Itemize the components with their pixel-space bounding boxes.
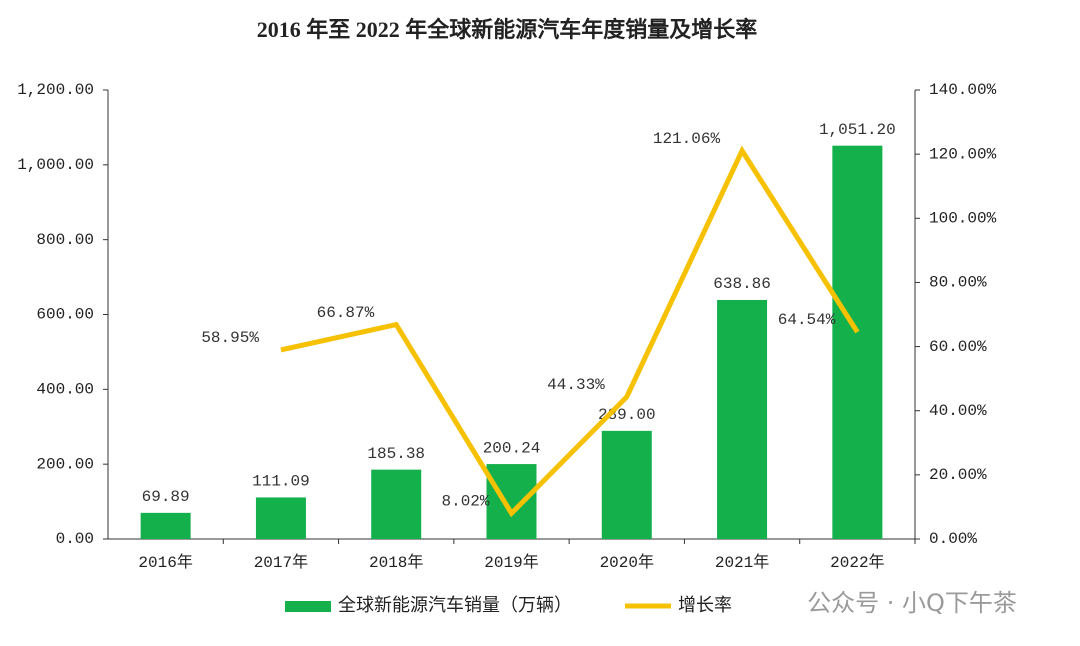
watermark: 公众号 · 小Q下午茶: [807, 589, 1017, 617]
legend-swatch: [285, 601, 331, 612]
line-value-label: 121.06%: [653, 130, 721, 148]
y2-tick-label: 0.00%: [929, 530, 977, 548]
x-tick-label: 2017年: [254, 553, 308, 572]
bar: [601, 430, 652, 539]
y2-tick-label: 100.00%: [929, 210, 997, 228]
bar-value-label: 200.24: [483, 439, 541, 457]
y-tick-label: 0.00: [56, 530, 94, 548]
bar-value-label: 638.86: [713, 275, 771, 293]
bar-value-label: 69.89: [142, 488, 190, 506]
line-value-label: 8.02%: [441, 492, 489, 510]
bar: [255, 497, 306, 539]
bar: [371, 469, 422, 539]
y2-tick-label: 60.00%: [929, 338, 987, 356]
y-tick-label: 1,000.00: [17, 156, 94, 174]
y-tick-label: 200.00: [36, 455, 94, 473]
bar-value-label: 1,051.20: [819, 121, 896, 139]
bar: [486, 464, 537, 539]
line-value-label: 44.33%: [547, 376, 605, 394]
legend-label: 增长率: [678, 595, 732, 615]
y2-tick-label: 40.00%: [929, 402, 987, 420]
growth-line: [280, 145, 860, 518]
chart-title: 2016 年至 2022 年全球新能源汽车年度销量及增长率: [257, 17, 758, 42]
y2-tick-label: 20.00%: [929, 466, 987, 484]
y-tick-label: 600.00: [36, 306, 94, 324]
x-tick-label: 2016年: [138, 553, 192, 572]
bar: [140, 512, 191, 539]
y2-tick-label: 120.00%: [929, 145, 997, 163]
x-tick-label: 2020年: [600, 553, 654, 572]
x-tick-label: 2019年: [484, 553, 538, 572]
line-value-label: 66.87%: [317, 304, 375, 322]
y2-tick-label: 140.00%: [929, 81, 997, 99]
line-value-label: 58.95%: [201, 329, 259, 347]
y-tick-label: 400.00: [36, 381, 94, 399]
legend-label: 全球新能源汽车销量（万辆）: [338, 595, 572, 615]
bar: [717, 299, 768, 539]
x-tick-label: 2021年: [715, 553, 769, 572]
x-tick-label: 2018年: [369, 553, 423, 572]
bar-value-label: 111.09: [252, 473, 310, 491]
x-tick-label: 2022年: [830, 553, 884, 572]
bar: [832, 145, 883, 539]
line-value-label: 64.54%: [778, 311, 836, 329]
bar-value-label: 185.38: [367, 445, 425, 463]
y2-tick-label: 80.00%: [929, 274, 987, 292]
y-tick-label: 1,200.00: [17, 81, 94, 99]
y-tick-label: 800.00: [36, 231, 94, 249]
